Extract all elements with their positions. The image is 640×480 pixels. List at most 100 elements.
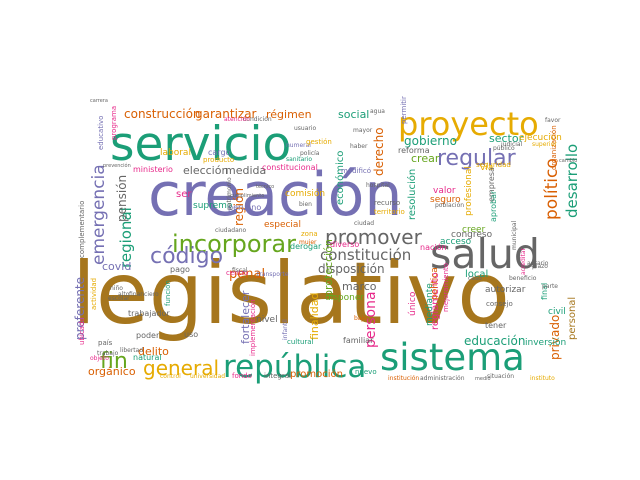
word-modifico: modificó [341, 167, 371, 175]
word-tecnico: técnico [256, 183, 274, 190]
word-municipal: municipal [511, 220, 518, 250]
word-cultural: cultural [287, 338, 314, 346]
word-familiar: familiar [343, 336, 374, 345]
word-persona: persona [363, 291, 379, 348]
word-penal: penal [229, 267, 265, 282]
word-valor: valor [433, 186, 456, 196]
word-bien: bien [299, 201, 312, 208]
word-congreso: congreso [451, 230, 493, 240]
word-unico: único [408, 291, 418, 316]
word-regimen: régimen [266, 108, 312, 121]
word-seguridad: seguridad [476, 161, 511, 169]
word-salud: salud [430, 230, 540, 278]
word-politico: político [542, 158, 562, 220]
word-escolar: escolar [108, 295, 130, 302]
word-mayor: mayor [353, 127, 373, 134]
word-consejo: consejo [486, 300, 513, 308]
word-resolucion: resolución [406, 169, 418, 220]
word-instituto: instituto [530, 375, 555, 382]
word-inversion: inversión [525, 337, 566, 348]
word-personal: personal [567, 297, 578, 340]
word-mujer: mujer [299, 239, 317, 246]
word-ejecucion: ejecución [519, 132, 562, 143]
word-via: vía [480, 163, 493, 173]
word-complementario: complementario [78, 201, 86, 258]
word-transporte: transporte [257, 271, 289, 278]
word-infantil: infantil [282, 319, 289, 340]
word-ministerio: ministerio [133, 165, 173, 174]
word-zona: zona [301, 230, 318, 238]
word-institucion: institución [388, 375, 419, 382]
word-sanitario: sanitario [286, 156, 312, 163]
word-acceso: acceso [440, 237, 472, 247]
word-civil: civil [548, 307, 566, 317]
word-administracion: administración [420, 375, 465, 382]
word-cambio: cambio [559, 158, 577, 164]
word-centro: centro [226, 269, 248, 277]
word-nivel: nivel [256, 315, 278, 325]
word-plazo: plazo [532, 263, 548, 270]
word-especial: especial [264, 220, 301, 230]
word-supremo: supremo [193, 201, 233, 211]
word-diverso: diverso [330, 240, 359, 249]
word-nino: niño [110, 285, 123, 292]
word-covid: covid [102, 260, 131, 273]
word-libertad: libertad [120, 347, 143, 354]
word-regular: regular [437, 146, 517, 171]
word-proyecto: proyecto [398, 105, 539, 143]
word-programa: programa [110, 106, 118, 140]
word-derecho: derecho [372, 127, 386, 176]
word-derogar: derogar [290, 242, 322, 251]
word-delito: delito [138, 345, 169, 358]
word-eleccion: elección [183, 164, 228, 177]
word-sector: sector [489, 132, 524, 145]
word-incorporar: incorporar [172, 230, 296, 258]
word-promover: promover [325, 225, 423, 249]
word-constitucional: constitucional [262, 163, 318, 172]
word-organizacion: organización [550, 125, 558, 170]
word-fiscal: fiscal [232, 267, 248, 274]
word-gobierno: gobierno [404, 134, 457, 148]
word-mejoramiento: mejoramiento [442, 263, 450, 312]
word-republica: república [223, 349, 366, 385]
word-educativo: educativo [97, 116, 105, 150]
word-patrimonio: patrimonio [226, 177, 233, 210]
word-economico: económico [334, 151, 346, 205]
word-codigo: código [150, 244, 223, 269]
word-cumplimiento: cumplimiento [230, 193, 264, 199]
word-implementacion: implementación [249, 299, 257, 356]
word-sistema: sistema [380, 336, 525, 379]
word-uso: uso [184, 330, 198, 339]
word-educacion: educación [464, 334, 525, 348]
word-policia: policía [300, 150, 320, 157]
word-promocion: promoción [290, 368, 343, 380]
word-universidad: universidad [190, 373, 225, 380]
word-profesional: profesional [464, 166, 474, 216]
word-judicial: judicial [500, 141, 523, 148]
word-medio: medio [475, 376, 491, 382]
word-funcion: función [164, 280, 172, 306]
word-local: local [465, 269, 488, 280]
word-condicion: condición [243, 116, 272, 123]
word-reglamento: reglamento [430, 272, 441, 330]
word-organico: orgánico [88, 365, 136, 378]
word-final: final [540, 283, 549, 300]
word-nuevo: nuevo [355, 368, 377, 376]
word-numeral: numeral [286, 142, 311, 149]
word-politica: política [430, 267, 440, 300]
word-objeto: objeto [90, 355, 109, 362]
word-beneficio: beneficio [509, 275, 537, 282]
word-cargo: cargo [208, 148, 231, 157]
word-legislativo: legislativo [72, 244, 510, 344]
word-proteccion: protección [322, 239, 335, 297]
word-emergencia: emergencia [89, 164, 109, 265]
word-bajo: bajo [354, 315, 367, 322]
word-pago: pago [170, 265, 190, 274]
word-comision: comisión [285, 188, 325, 199]
word-integral: integral [264, 372, 291, 380]
word-trabajador: trabajador [128, 309, 170, 318]
word-natural: natural [133, 353, 162, 362]
word-usuario: usuario [294, 125, 317, 132]
word-laboral: laboral [160, 148, 191, 158]
